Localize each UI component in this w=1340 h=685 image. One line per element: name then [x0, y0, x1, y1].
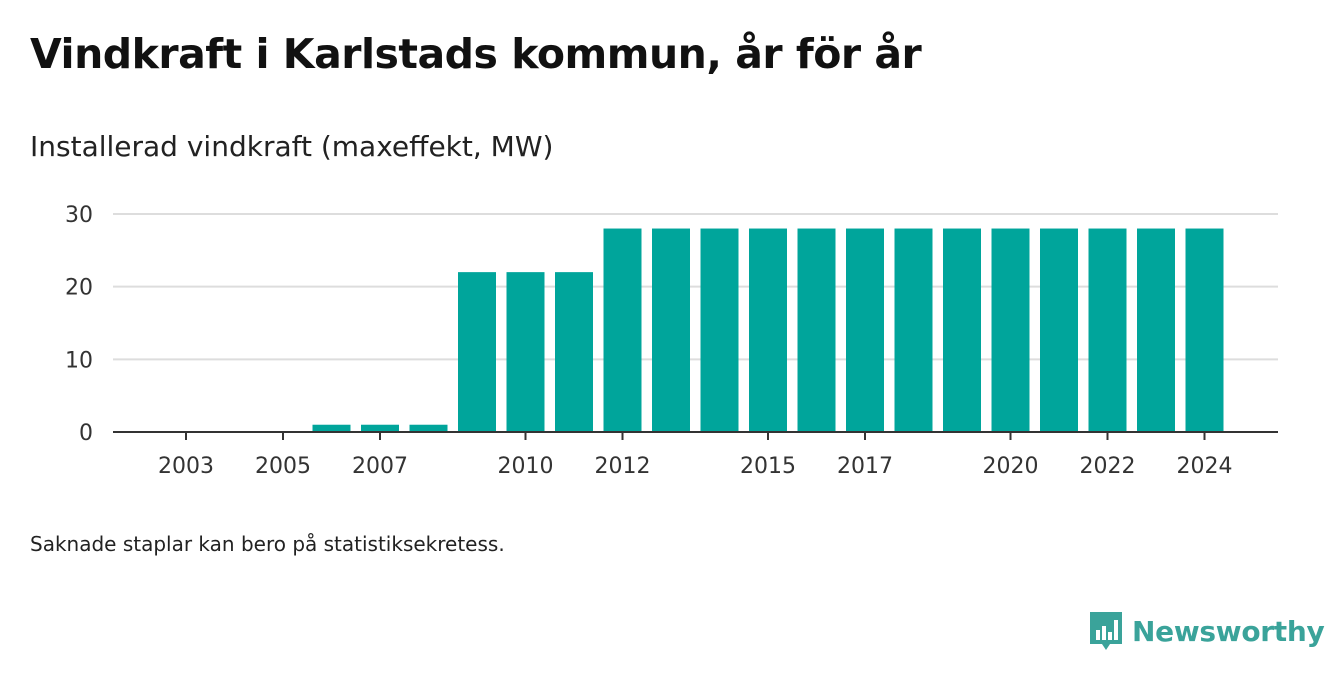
- bar-2018: [894, 228, 933, 432]
- y-tick-label: 0: [79, 421, 93, 446]
- x-tick-label: 2024: [1177, 454, 1233, 479]
- y-tick-label: 30: [65, 203, 93, 228]
- bar-2013: [652, 228, 690, 432]
- bar-2007: [361, 424, 399, 432]
- x-axis: 2003 2005 2007 2010 2012 2015 2017 2020 2022 2024: [113, 431, 1278, 479]
- y-axis: 0 10 20 30: [65, 203, 93, 446]
- x-tick-label: 2010: [498, 454, 554, 479]
- bar-2008: [409, 424, 448, 432]
- x-tick-label: 2020: [983, 454, 1039, 479]
- bar-2020: [991, 228, 1030, 432]
- grid-lines: [113, 213, 1278, 361]
- chart-subtitle: Installerad vindkraft (maxeffekt, MW): [30, 130, 554, 163]
- bar-2009: [458, 272, 496, 432]
- brand-name: Newsworthy: [1132, 614, 1325, 648]
- x-tick-label: 2022: [1080, 454, 1136, 479]
- newsworthy-logo-icon: [1090, 612, 1122, 650]
- x-tick-label: 2017: [837, 454, 893, 479]
- bar-2019: [943, 228, 981, 432]
- brand[interactable]: Newsworthy: [1088, 610, 1325, 652]
- x-tick-label: 2007: [352, 454, 408, 479]
- bar-2010: [506, 272, 545, 432]
- x-tick-label: 2005: [255, 454, 311, 479]
- x-tick-label: 2003: [158, 454, 214, 479]
- bar-2021: [1040, 228, 1078, 432]
- y-tick-label: 20: [65, 276, 93, 301]
- x-tick-label: 2012: [595, 454, 651, 479]
- bars: [312, 228, 1224, 432]
- bar-2011: [555, 272, 593, 432]
- bar-2012: [603, 228, 642, 432]
- chart-title: Vindkraft i Karlstads kommun, år för år: [30, 30, 922, 78]
- bar-2016: [797, 228, 836, 432]
- y-tick-label: 10: [65, 348, 93, 373]
- bar-2024: [1185, 228, 1224, 432]
- bar-2006: [312, 424, 351, 432]
- bar-2023: [1137, 228, 1175, 432]
- footnote: Saknade staplar kan bero på statistiksek…: [30, 532, 505, 556]
- x-tick-label: 2015: [740, 454, 796, 479]
- bar-chart: 2003 2005 2007 2010 2012 2015 2017 2020 2022 2024…: [65, 203, 1278, 479]
- bar-2014: [700, 228, 739, 432]
- bar-2022: [1088, 228, 1127, 432]
- bar-2017: [846, 228, 884, 432]
- bar-2015: [749, 228, 787, 432]
